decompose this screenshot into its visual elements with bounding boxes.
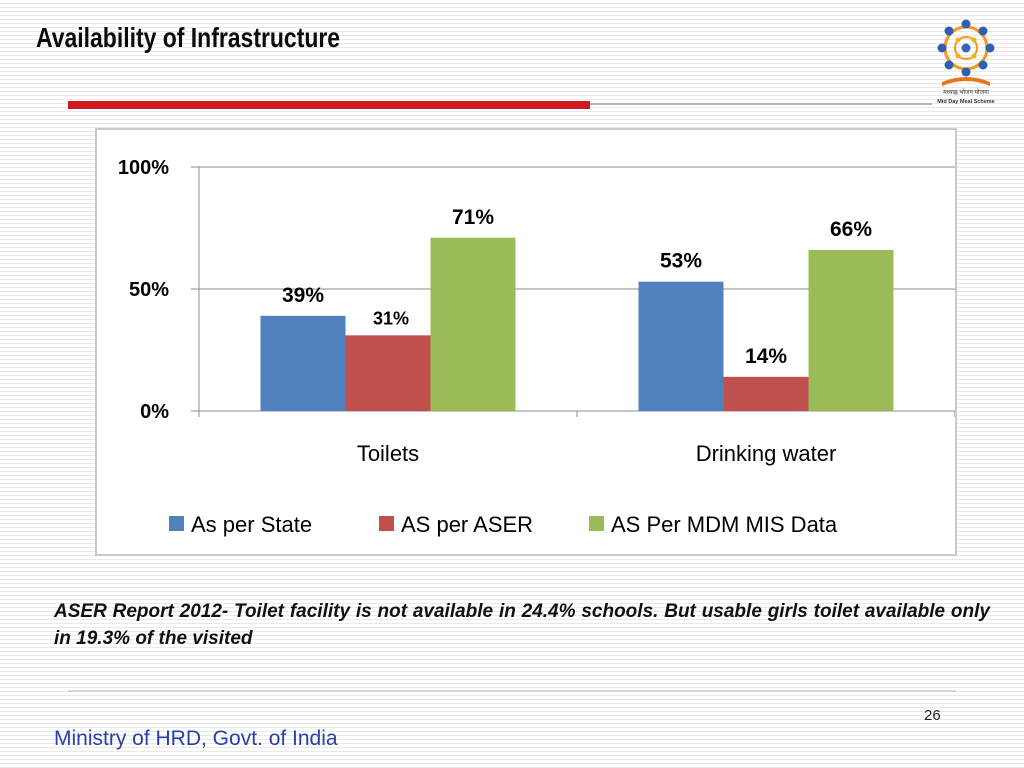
data-label: 14% xyxy=(745,345,787,368)
data-label: 31% xyxy=(373,308,409,328)
bar-1-1 xyxy=(723,376,809,411)
logo-emblem-icon xyxy=(937,19,995,86)
footer-divider xyxy=(68,690,956,692)
bar-1-0 xyxy=(638,281,724,411)
bar-1-2 xyxy=(808,249,894,411)
y-tick-label: 0% xyxy=(140,401,169,423)
data-label: 66% xyxy=(830,218,872,241)
legend-swatch-0 xyxy=(169,516,184,531)
bar-0-1 xyxy=(345,335,431,411)
logo-english-text: Mid Day Meal Scheme xyxy=(937,99,994,105)
bar-chart: 0% 50% 100% 39% 31% 71% Toilets 53% 14% 66% Drinki… xyxy=(95,128,957,556)
data-label: 71% xyxy=(452,206,494,229)
footer-text: Ministry of HRD, Govt. of India xyxy=(54,727,338,750)
bar-0-2 xyxy=(430,237,516,411)
legend-label: As per State xyxy=(191,512,312,537)
category-label: Drinking water xyxy=(696,441,837,466)
bar-0-0 xyxy=(260,315,346,411)
data-label: 53% xyxy=(660,250,702,273)
y-tick-label: 100% xyxy=(118,157,169,179)
page-number: 26 xyxy=(924,707,941,724)
mid-day-meal-logo: मध्याह्न भोजन योजना Mid Day Meal Scheme xyxy=(928,14,1004,110)
slide-title: Availability of Infrastructure xyxy=(36,22,341,53)
title-underline-grey xyxy=(590,103,932,105)
chart-canvas: 0% 50% 100% 39% 31% 71% Toilets 53% 14% 66% Drinki… xyxy=(118,157,955,537)
body-text: ASER Report 2012- Toilet facility is not… xyxy=(54,601,990,649)
y-tick-label: 50% xyxy=(129,279,169,301)
legend-label: AS per ASER xyxy=(401,512,533,537)
data-label: 39% xyxy=(282,284,324,307)
logo-hindi-text: मध्याह्न भोजन योजना xyxy=(943,88,989,96)
category-label: Toilets xyxy=(357,441,419,466)
title-underline-red xyxy=(68,101,590,109)
legend-swatch-2 xyxy=(589,516,604,531)
legend-swatch-1 xyxy=(379,516,394,531)
legend-label: AS Per MDM MIS Data xyxy=(611,512,838,537)
